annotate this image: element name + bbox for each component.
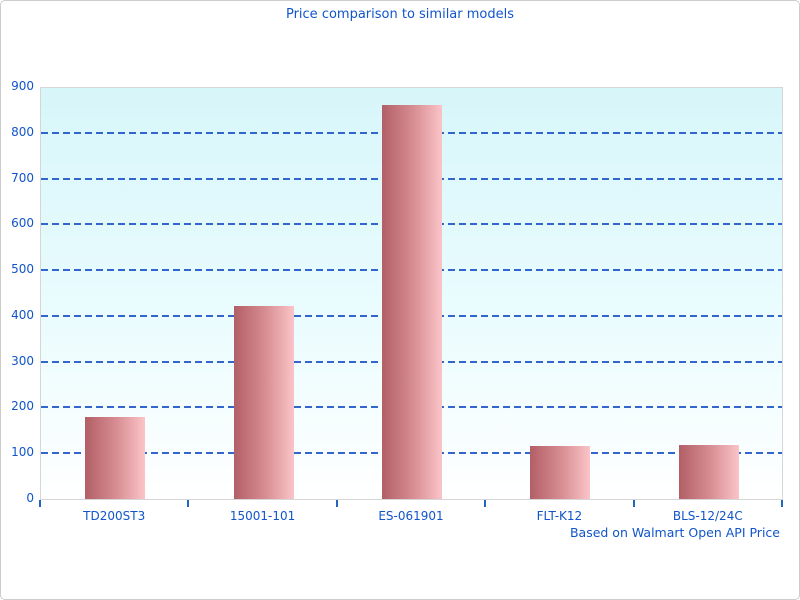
y-axis-label-200: 200 (11, 399, 34, 414)
y-axis-label-900: 900 (11, 79, 34, 93)
x-axis-tick (335, 500, 338, 507)
x-axis-tick (632, 500, 635, 507)
plot-area (40, 87, 783, 500)
x-axis-tick (39, 500, 41, 507)
y-axis-label-400: 400 (11, 307, 34, 322)
x-axis-label-ES-061901: ES-061901 (378, 509, 444, 523)
y-axis-label-300: 300 (11, 353, 34, 368)
x-axis-tick (187, 500, 190, 507)
source-note: Based on Walmart Open API Price (569, 525, 780, 540)
x-axis-tick (484, 500, 487, 507)
y-axis-label-700: 700 (11, 170, 34, 185)
x-axis-label-BLS-12/24C: BLS-12/24C (672, 509, 743, 523)
bar-ES-061901 (382, 104, 442, 499)
y-axis-label-600: 600 (11, 216, 34, 231)
x-axis-label-15001-101: 15001-101 (229, 509, 296, 523)
bar-15001-101 (233, 305, 294, 499)
bar-BLS-12/24C (678, 444, 739, 499)
x-axis-tick (781, 500, 783, 507)
y-axis-label-500: 500 (11, 262, 34, 277)
bar-FLT-K12 (530, 445, 591, 499)
x-axis-label-FLT-K12: FLT-K12 (536, 509, 583, 523)
y-axis-label-100: 100 (11, 445, 34, 460)
y-axis-label-800: 800 (11, 124, 34, 139)
chart-title: Price comparison to similar models (285, 7, 515, 22)
y-axis-label-0: 0 (26, 491, 34, 505)
bar-TD200ST3 (85, 416, 146, 499)
x-axis-label-TD200ST3: TD200ST3 (83, 509, 146, 523)
